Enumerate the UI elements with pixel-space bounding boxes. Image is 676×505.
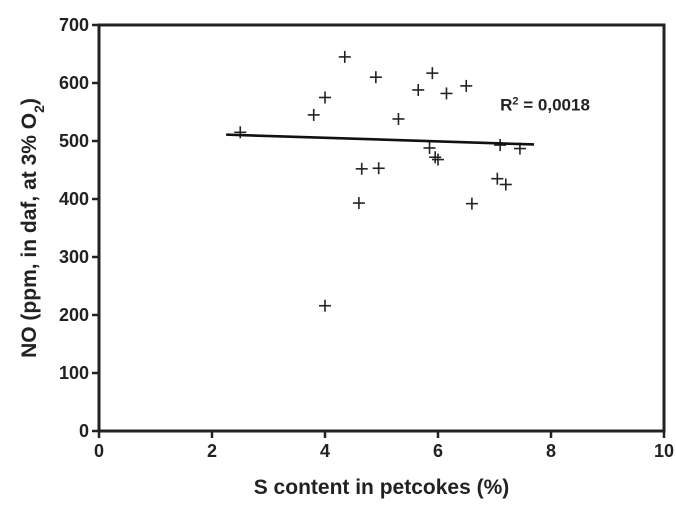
- y-tick-label: 600: [59, 73, 89, 93]
- r-squared-superscript: 2: [512, 95, 518, 107]
- y-tick-label: 0: [79, 421, 89, 441]
- x-axis-ticks: 0 2 4 6 8 10: [94, 431, 674, 461]
- data-point: [432, 153, 444, 166]
- data-point: [372, 162, 385, 175]
- data-point: [499, 178, 512, 191]
- y-tick-label: 700: [59, 15, 89, 35]
- trendline-group: [226, 133, 535, 146]
- y-axis-title: NO (ppm, in daf, at 3% O2): [18, 98, 47, 358]
- y-axis-ticks: 0 100 200 300 400 500 600 700: [59, 15, 99, 441]
- data-point: [369, 71, 382, 84]
- data-point: [465, 197, 478, 210]
- data-points: [234, 50, 526, 312]
- data-point: [423, 141, 436, 154]
- x-axis-title: S content in petcokes (%): [254, 476, 510, 499]
- y-axis-title-subscript: 2: [31, 105, 47, 113]
- x-tick-label: 8: [546, 441, 556, 461]
- y-tick-label: 100: [59, 363, 89, 383]
- data-point: [429, 151, 442, 164]
- data-point: [426, 67, 439, 80]
- data-point: [319, 91, 331, 104]
- data-point: [307, 108, 320, 121]
- y-tick-label: 400: [59, 189, 89, 209]
- data-point: [355, 162, 368, 175]
- data-point: [412, 83, 425, 96]
- trendline: [226, 133, 535, 146]
- y-tick-label: 500: [59, 131, 89, 151]
- data-point: [460, 79, 473, 92]
- data-point: [491, 172, 504, 185]
- data-point: [440, 87, 453, 100]
- x-tick-label: 10: [654, 441, 674, 461]
- y-tick-label: 200: [59, 305, 89, 325]
- y-tick-label: 300: [59, 247, 89, 267]
- x-tick-label: 6: [433, 441, 443, 461]
- x-tick-label: 0: [94, 441, 104, 461]
- data-point: [392, 112, 405, 125]
- r-squared-annotation: R2 = 0,0018: [500, 95, 590, 114]
- x-tick-label: 2: [207, 441, 217, 461]
- data-point: [494, 139, 507, 152]
- x-tick-label: 4: [320, 441, 330, 461]
- data-point: [319, 299, 331, 312]
- data-point: [338, 50, 351, 63]
- plot-area-frame: [97, 23, 666, 433]
- data-point: [352, 197, 365, 210]
